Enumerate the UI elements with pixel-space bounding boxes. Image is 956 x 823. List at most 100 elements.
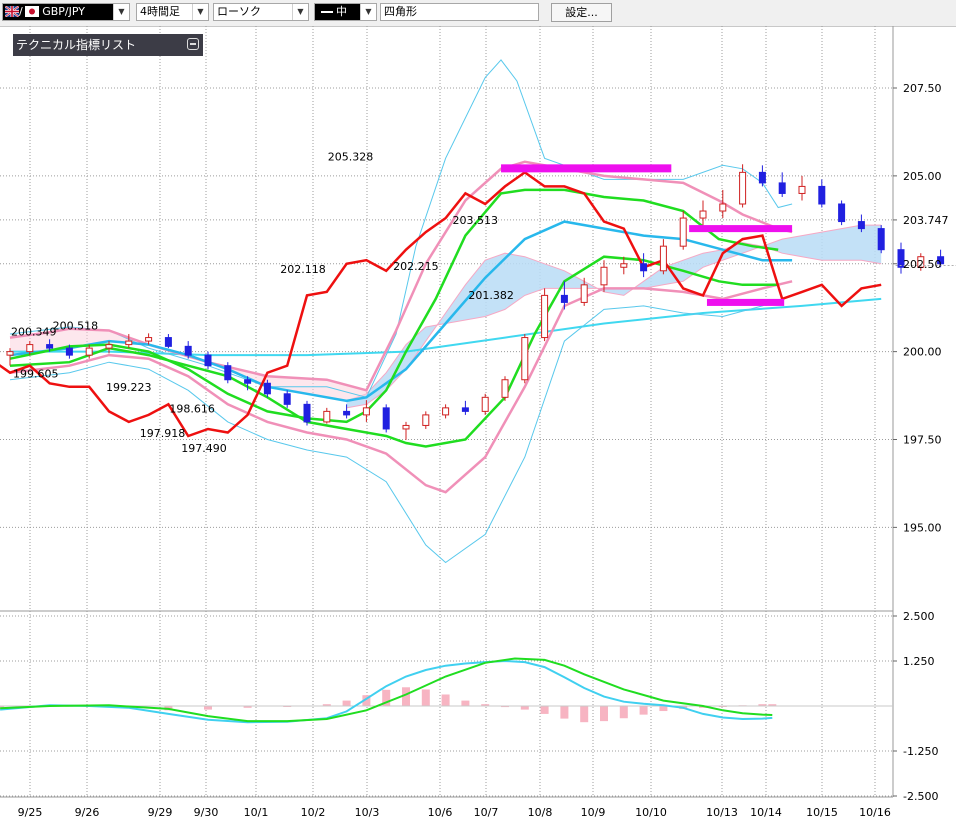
candle-body-up	[85, 347, 93, 356]
x-tick-label: 10/10	[635, 806, 667, 819]
x-tick-label: 10/3	[355, 806, 380, 819]
macd-histogram-bar	[402, 687, 410, 706]
candle-body-up	[481, 396, 489, 412]
settings-button[interactable]: 設定...	[551, 3, 612, 22]
early-cloud-band	[10, 328, 367, 401]
candle-body-up	[699, 210, 707, 219]
candle-body-up	[145, 337, 153, 342]
price-annotation: 200.518	[53, 319, 99, 332]
bollinger-middle-line	[9, 220, 793, 403]
price-annotations: 200.349 199.605 200.518 199.223 197.918 198.6…	[11, 150, 514, 455]
y-tick-label: 203.747	[903, 214, 949, 227]
symbol-select[interactable]: / GBP/JPY ▼	[2, 3, 130, 21]
candle-body-up	[580, 284, 588, 303]
indicator-list-panel[interactable]: テクニカル指標リスト	[13, 34, 203, 56]
candle-body-down	[560, 294, 568, 303]
y-tick-label: 197.50	[903, 434, 942, 447]
candle-body-up	[798, 185, 806, 194]
price-annotation: 205.328	[328, 150, 374, 163]
chevron-down-icon: ▼	[192, 4, 208, 20]
timeframe-label: 4時間足	[140, 5, 180, 18]
indicator-list-label: テクニカル指標リスト	[16, 38, 137, 52]
gb-flag-icon	[5, 6, 19, 17]
macd-histogram-bar	[461, 700, 470, 706]
candle-body-down	[461, 407, 469, 412]
collapse-toggle-icon[interactable]	[187, 38, 199, 50]
symbol-label: GBP/JPY	[42, 5, 85, 18]
price-annotation: 199.223	[106, 381, 152, 394]
price-annotation: 198.616	[169, 402, 215, 415]
candle-body-down	[838, 203, 846, 223]
shape-select[interactable]: 四角形	[380, 3, 539, 21]
macd-histogram-bar	[501, 706, 509, 708]
macd-histogram-bar	[441, 694, 450, 706]
candle-body-down	[382, 407, 390, 430]
candle-body-up	[659, 245, 667, 272]
macd-histogram-bar	[362, 695, 371, 706]
macd-histogram-bar	[560, 706, 569, 719]
candle-body-down	[244, 379, 252, 384]
chevron-down-icon: ▼	[113, 4, 129, 20]
price-annotation: 197.490	[181, 442, 227, 455]
macd-histogram-bar	[382, 689, 391, 706]
macd-histogram-bar	[659, 706, 668, 712]
candle-body-down	[640, 263, 648, 272]
candle-body-down	[263, 382, 271, 395]
macd-signal-line	[0, 657, 773, 723]
y-tick-label: 202.50	[903, 258, 942, 271]
candle-body-down	[818, 185, 826, 205]
price-annotation: 199.605	[13, 368, 59, 381]
candle-body-up	[541, 294, 549, 339]
jp-flag-icon	[24, 6, 39, 17]
chart-area[interactable]: 207.50 205.00 203.747 202.50 200.00 197.50 195…	[0, 26, 956, 823]
time-axis: 9/25 9/26 9/29 9/30 10/1 10/2 10/3 10/6 10/7 10/8…	[18, 806, 891, 819]
candle-body-down	[897, 249, 905, 268]
macd-histogram-bar	[600, 706, 608, 722]
price-annotation: 200.349	[11, 325, 57, 338]
drawn-rectangle	[706, 298, 785, 306]
x-tick-label: 10/6	[428, 806, 453, 819]
drawn-rectangle	[689, 225, 793, 233]
candle-body-down	[778, 182, 786, 194]
grid	[0, 26, 894, 798]
y-tick-label: 205.00	[903, 170, 942, 183]
candle-body-up	[125, 340, 133, 346]
macd-histogram-bar	[639, 706, 648, 715]
timeframe-select[interactable]: 4時間足 ▼	[136, 3, 209, 21]
candle-body-up	[917, 256, 925, 268]
candle-body-up	[679, 217, 687, 247]
x-tick-label: 10/13	[706, 806, 738, 819]
candle-body-up	[620, 263, 628, 268]
chevron-down-icon: ▼	[360, 4, 376, 20]
macd-histogram-bar	[758, 704, 767, 706]
line-width-select[interactable]: 中 ▼	[314, 3, 377, 21]
candle-body-down	[65, 347, 73, 356]
price-annotation: 203.513	[453, 214, 499, 227]
candle-body-down	[758, 171, 766, 184]
macd-tick-label: -2.500	[903, 790, 938, 803]
candle-body-up	[501, 379, 509, 398]
price-annotation: 197.918	[140, 427, 186, 440]
candle-body-down	[937, 256, 945, 265]
price-axis: 207.50 205.00 203.747 202.50 200.00 197.50 195…	[893, 82, 949, 803]
x-tick-label: 10/8	[528, 806, 553, 819]
macd-plot	[0, 657, 893, 724]
macd-histogram-bar	[520, 706, 529, 710]
price-annotation: 202.215	[393, 260, 439, 273]
macd-histogram-bar	[768, 704, 777, 706]
candle-body-down	[857, 221, 865, 230]
x-tick-label: 10/16	[859, 806, 891, 819]
candle-body-down	[877, 228, 885, 251]
candle-body-up	[521, 337, 529, 381]
line-sample-icon	[321, 11, 333, 13]
candle-body-up	[600, 266, 608, 286]
chevron-down-icon: ▼	[292, 4, 308, 20]
chart-type-select[interactable]: ローソク ▼	[213, 3, 309, 21]
macd-line	[0, 659, 773, 724]
bollinger-upper-2sigma-line	[9, 59, 793, 398]
candle-body-up	[6, 351, 14, 356]
bollinger-lower-1sigma-line	[9, 280, 793, 494]
macd-histogram-bar	[481, 704, 490, 706]
macd-histogram-bar	[619, 706, 628, 719]
shape-label: 四角形	[384, 5, 417, 18]
